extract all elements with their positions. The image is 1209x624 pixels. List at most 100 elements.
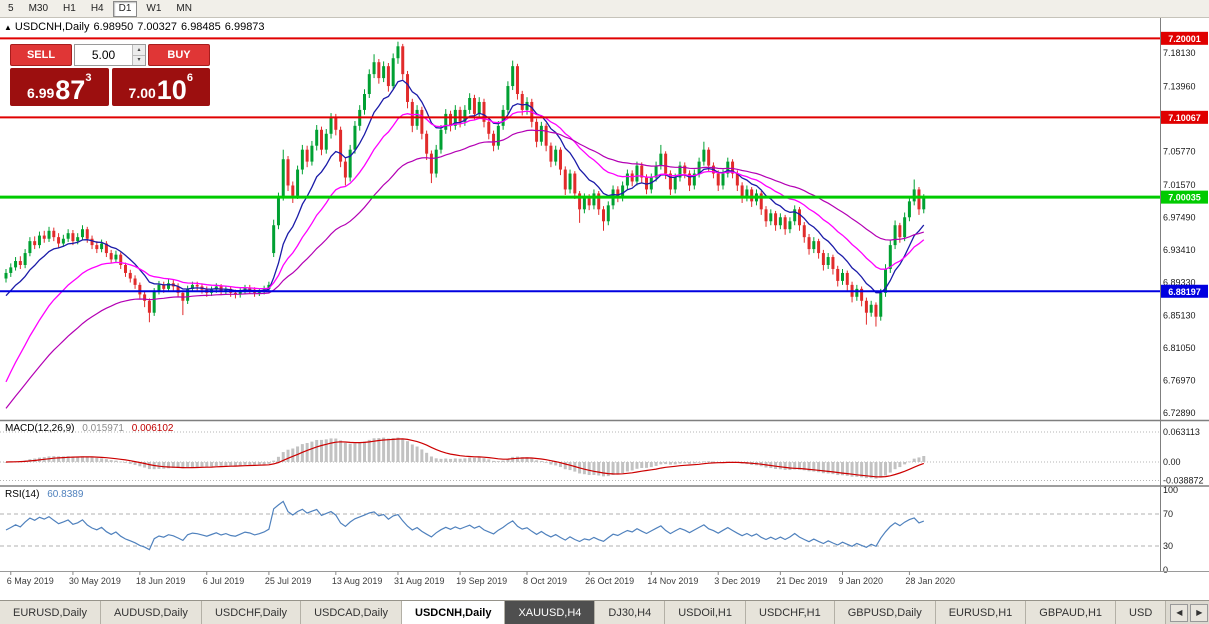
chart-tab-audusd-daily[interactable]: AUDUSD,Daily: [100, 601, 202, 624]
svg-text:14 Nov 2019: 14 Nov 2019: [647, 576, 698, 586]
timeframe-button-w1[interactable]: W1: [146, 2, 162, 14]
svg-text:30 May 2019: 30 May 2019: [69, 576, 121, 586]
svg-text:100: 100: [1163, 485, 1178, 495]
svg-text:7.05770: 7.05770: [1163, 147, 1196, 157]
price-scale[interactable]: 7.18130 7.13960 7.05770 7.01570 6.97490 6.934…: [1161, 31, 1208, 418]
bid-big: 87: [55, 75, 86, 105]
timeframe-button-d1[interactable]: D1: [112, 0, 138, 17]
chart-tabs: EURUSD,Daily AUDUSD,Daily USDCHF,Daily USDC…: [0, 601, 1167, 624]
macd-signal-line: [5, 438, 925, 478]
buy-button[interactable]: BUY: [148, 44, 210, 66]
time-scale[interactable]: 6 May 2019 30 May 2019 18 Jun 2019 6 Jul 20…: [7, 571, 955, 587]
rsi-value: 60.8389: [47, 489, 84, 500]
chart-tab-eurusd-h1[interactable]: EURUSD,H1: [935, 601, 1027, 624]
timeframe-button-m30[interactable]: M30: [28, 2, 49, 14]
svg-text:3 Dec 2019: 3 Dec 2019: [714, 576, 760, 586]
timeframe-button-h1[interactable]: H1: [63, 2, 76, 14]
svg-text:19 Sep 2019: 19 Sep 2019: [456, 576, 507, 586]
timeframe-button-5[interactable]: 5: [8, 2, 14, 14]
moving-average-line: [5, 79, 925, 297]
svg-text:0.00: 0.00: [1163, 457, 1181, 467]
svg-text:28 Jan 2020: 28 Jan 2020: [905, 576, 955, 586]
ohlc-low: 6.98485: [181, 21, 221, 33]
moving-average-line: [5, 110, 925, 383]
rsi-indicator-label: RSI(14) 60.8389: [5, 489, 83, 500]
svg-text:6.72890: 6.72890: [1163, 408, 1196, 418]
macd-indicator-label: MACD(12,26,9) 0.015971 0.006102: [5, 423, 173, 434]
svg-text:6.85130: 6.85130: [1163, 311, 1196, 321]
svg-text:6.89330: 6.89330: [1163, 277, 1196, 287]
svg-text:6 Jul 2019: 6 Jul 2019: [203, 576, 245, 586]
chart-tab-gbpaud-h1[interactable]: GBPAUD,H1: [1026, 601, 1117, 624]
macd-signal-value: 0.006102: [131, 423, 174, 434]
svg-text:7.00035: 7.00035: [1168, 193, 1201, 203]
moving-average-line: [5, 129, 924, 409]
timeframe-button-mn[interactable]: MN: [176, 2, 192, 14]
volume-spinner: ▴ ▾: [132, 45, 145, 65]
bid-price-box[interactable]: 6.99 87 3: [10, 68, 109, 106]
collapse-triangle-icon[interactable]: ▲: [4, 23, 12, 32]
tabs-scroll-arrows: ◀ ▶: [1166, 601, 1209, 624]
ask-big: 10: [156, 75, 187, 105]
timeframe-toolbar: 5 M30 H1 H4 D1 W1 MN: [0, 0, 1209, 18]
chart-tab-xauusd-h4[interactable]: XAUUSD,H4: [505, 601, 596, 624]
chart-tabs-bar: EURUSD,Daily AUDUSD,Daily USDCHF,Daily USDC…: [0, 600, 1209, 624]
svg-text:6 May 2019: 6 May 2019: [7, 576, 54, 586]
ohlc-high: 7.00327: [137, 21, 178, 33]
rsi-line: [5, 500, 925, 551]
rsi-pane[interactable]: 100 70 30 0: [0, 485, 1178, 575]
sell-button[interactable]: SELL: [10, 44, 72, 66]
svg-text:-0.038872: -0.038872: [1163, 475, 1204, 485]
ohlc-open: 6.98950: [93, 21, 134, 33]
svg-text:26 Oct 2019: 26 Oct 2019: [585, 576, 634, 586]
chart-tab-usdcnh-daily[interactable]: USDCNH,Daily: [402, 601, 506, 624]
chart-tab-gbpusd-daily[interactable]: GBPUSD,Daily: [834, 601, 936, 624]
svg-text:6.97490: 6.97490: [1163, 212, 1196, 222]
svg-text:9 Jan 2020: 9 Jan 2020: [839, 576, 884, 586]
volume-up-icon[interactable]: ▴: [133, 45, 145, 56]
ohlc-close: 6.99873: [224, 21, 265, 33]
bid-main: 6.99: [27, 85, 55, 101]
volume-down-icon[interactable]: ▾: [133, 55, 145, 65]
macd-name: MACD(12,26,9): [5, 423, 75, 434]
svg-text:7.13960: 7.13960: [1163, 81, 1196, 91]
svg-text:7.10067: 7.10067: [1168, 113, 1201, 123]
svg-text:70: 70: [1163, 509, 1173, 519]
svg-text:6.81050: 6.81050: [1163, 343, 1196, 353]
chart-tab-usdchf-daily[interactable]: USDCHF,Daily: [201, 601, 302, 624]
volume-field[interactable]: 5.00 ▴ ▾: [74, 44, 146, 66]
svg-text:6.88197: 6.88197: [1168, 287, 1201, 297]
chart-tab-dj30-h4[interactable]: DJ30,H4: [595, 601, 666, 624]
svg-text:13 Aug 2019: 13 Aug 2019: [332, 576, 383, 586]
chart-tab-usd[interactable]: USD: [1116, 601, 1167, 624]
svg-text:7.18130: 7.18130: [1163, 48, 1196, 58]
chart-tab-usdcad-daily[interactable]: USDCAD,Daily: [301, 601, 403, 624]
ask-price-box[interactable]: 7.00 10 6: [111, 68, 210, 106]
ask-main: 7.00: [128, 85, 156, 101]
tabs-scroll-left-icon[interactable]: ◀: [1170, 603, 1189, 622]
chart-tab-usdoil-h1[interactable]: USDOil,H1: [665, 601, 746, 624]
chart-symbol: USDCNH,Daily: [14, 21, 90, 33]
chart-tab-usdchf-h1[interactable]: USDCHF,H1: [746, 601, 835, 624]
svg-text:6.76970: 6.76970: [1163, 376, 1196, 386]
svg-text:7.20001: 7.20001: [1168, 34, 1201, 44]
volume-value[interactable]: 5.00: [91, 48, 116, 62]
timeframe-button-h4[interactable]: H4: [90, 2, 104, 14]
svg-text:7.01570: 7.01570: [1163, 180, 1196, 190]
svg-text:8 Oct 2019: 8 Oct 2019: [523, 576, 567, 586]
svg-text:18 Jun 2019: 18 Jun 2019: [136, 576, 186, 586]
bid-sup: 3: [85, 72, 92, 84]
svg-text:0.063113: 0.063113: [1163, 427, 1200, 437]
svg-text:21 Dec 2019: 21 Dec 2019: [776, 576, 827, 586]
chart-ohlc-title: ▲ USDCNH,Daily 6.98950 7.00327 6.98485 6.9987…: [4, 21, 269, 33]
svg-text:6.93410: 6.93410: [1163, 245, 1196, 255]
candles-pane[interactable]: [0, 37, 1160, 409]
macd-main-value: 0.015971: [82, 423, 124, 434]
svg-text:25 Jul 2019: 25 Jul 2019: [265, 576, 312, 586]
svg-text:30: 30: [1163, 541, 1173, 551]
macd-pane[interactable]: 0.063113 0.00 -0.038872: [0, 427, 1204, 485]
chart-tab-eurusd-daily[interactable]: EURUSD,Daily: [0, 601, 101, 624]
tabs-scroll-right-icon[interactable]: ▶: [1190, 603, 1209, 622]
ask-sup: 6: [186, 72, 193, 84]
